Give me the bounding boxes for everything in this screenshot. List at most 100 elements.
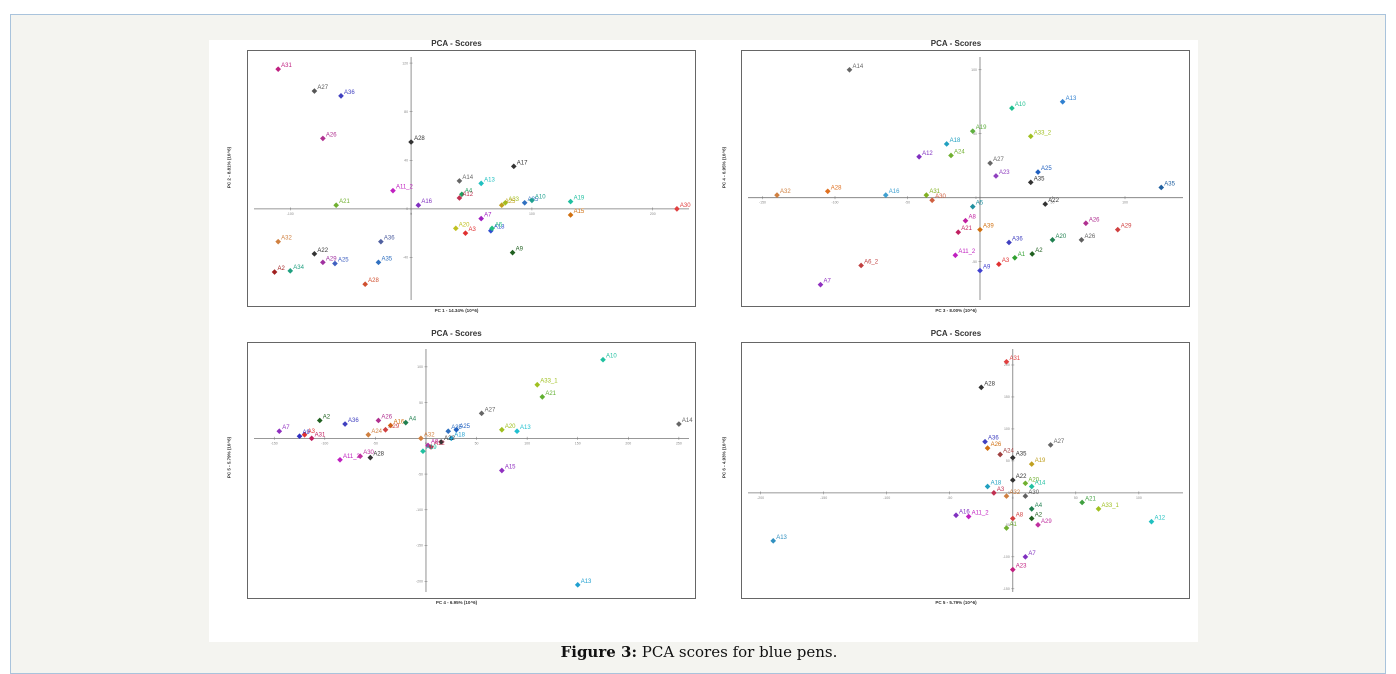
point-label: A14 <box>853 64 864 70</box>
data-point <box>1009 566 1016 573</box>
y-tick-label: -40 <box>403 256 408 260</box>
data-point <box>320 259 326 266</box>
point-label: A13 <box>520 425 531 431</box>
point-label: A7 <box>484 213 492 219</box>
data-point <box>271 269 278 275</box>
x-tick-label: 0 <box>1012 496 1014 500</box>
data-point <box>993 173 999 179</box>
panel-3-plot-area: -150 -100 -50 0 50 100 150 200 250 -200 -150 -100 -5… <box>247 342 696 599</box>
x-tick-label: 50 <box>1074 496 1078 500</box>
x-tick-label: 100 <box>524 441 530 445</box>
data-point <box>382 426 389 433</box>
data-point <box>1022 480 1029 487</box>
data-point <box>1083 220 1089 227</box>
point-label: A10 <box>1015 102 1026 108</box>
point-label: A32 <box>1009 490 1020 496</box>
point-label: A10 <box>535 194 546 200</box>
point-label: A35 <box>1164 181 1175 187</box>
point-label: A23 <box>999 170 1010 176</box>
data-point <box>567 198 574 205</box>
point-label: A26 <box>1089 217 1100 223</box>
data-point <box>408 139 414 145</box>
data-point <box>962 217 969 224</box>
panel-1-x-label: PC 1 - 14.34% (10^6) <box>434 308 479 313</box>
pca-figure: PCA - Scores -100 0 100 200 -40 0 40 80 120 A31 A2… <box>209 39 1198 642</box>
data-point <box>390 187 396 194</box>
data-point <box>462 230 469 237</box>
x-tick-label: -150 <box>820 496 827 500</box>
pca-panel-1: PCA - Scores -100 0 100 200 -40 0 40 80 120 A31 A2… <box>209 39 704 330</box>
point-label: A30 <box>1028 490 1039 496</box>
data-point <box>977 226 983 233</box>
point-label: A26 <box>381 414 392 420</box>
y-tick-label: 40 <box>404 158 408 162</box>
data-point <box>1059 98 1066 105</box>
point-label: A33_1 <box>1102 503 1120 509</box>
data-point <box>1009 477 1016 483</box>
data-point <box>1027 179 1034 186</box>
point-label: A7 <box>1028 551 1036 557</box>
point-label: A21 <box>961 226 972 232</box>
data-point <box>955 229 962 236</box>
data-point <box>1028 483 1035 490</box>
x-tick-label: 250 <box>676 441 682 445</box>
data-point <box>320 135 326 142</box>
panel-2-x-label: PC 3 - 8.00% (10^6) <box>935 308 977 313</box>
point-label: A30 <box>363 450 374 456</box>
x-tick-label: 100 <box>1122 201 1128 205</box>
point-label: A1 <box>1018 252 1026 258</box>
x-tick-label: -50 <box>373 441 378 445</box>
data-point <box>987 160 993 166</box>
data-point <box>952 252 959 259</box>
point-label: A23 <box>1016 564 1027 570</box>
y-tick-label: 50 <box>419 401 423 405</box>
x-tick-label: 200 <box>625 441 631 445</box>
point-label: A8 <box>431 439 439 445</box>
data-point <box>378 238 384 245</box>
point-label: A18 <box>454 432 465 438</box>
data-point <box>969 203 976 210</box>
point-label: A22 <box>1048 198 1059 204</box>
point-label: A16 <box>889 189 900 195</box>
x-tick-label: 0 <box>979 201 981 205</box>
point-label: A1 <box>1009 522 1017 528</box>
panel-4-plot-area: -200 -150 -100 -50 0 50 100 -150 -100 -50 0 50 100 15… <box>741 342 1190 599</box>
x-tick-label: -100 <box>831 201 838 205</box>
x-tick-label: -200 <box>757 496 764 500</box>
panel-4-x-label: PC 5 - 5.79% (10^6) <box>935 600 977 605</box>
point-label: A3 <box>308 429 316 435</box>
point-label: A6_2 <box>864 259 879 265</box>
point-label: A20 <box>459 222 470 228</box>
data-point <box>567 212 574 218</box>
point-label: A14 <box>1035 480 1046 486</box>
point-label: A22 <box>444 436 455 442</box>
panel-3-x-label: PC 4 - 6.95% (10^6) <box>435 600 478 605</box>
point-label: A24 <box>954 149 965 155</box>
data-point <box>311 88 318 94</box>
data-point <box>984 445 991 451</box>
x-tick-label: -100 <box>287 212 294 216</box>
y-tick-label: -50 <box>972 260 977 264</box>
y-tick-label: 50 <box>1006 459 1010 463</box>
panel-2-scatter: -150 -100 -50 0 50 100 -50 0 50 100 A14 A13 A10 A33_2… <box>748 57 1183 300</box>
data-point <box>514 428 520 435</box>
x-tick-label: 100 <box>529 212 535 216</box>
data-point <box>1028 515 1035 522</box>
y-tick-label: -100 <box>416 508 423 512</box>
point-label: A11_2 <box>958 249 976 255</box>
data-point <box>1114 226 1121 233</box>
data-point <box>448 435 455 442</box>
point-label: A26 <box>1085 234 1096 240</box>
panel-3-scatter: -150 -100 -50 0 50 100 150 200 250 -200 -150 -100 -5… <box>254 349 693 592</box>
y-tick-label: 100 <box>1004 427 1010 431</box>
point-label: A12 <box>434 441 445 447</box>
data-point <box>420 448 426 455</box>
data-point <box>478 410 485 417</box>
point-label: A20 <box>505 424 516 430</box>
point-label: A11_2 <box>396 185 414 191</box>
data-point <box>574 582 581 588</box>
panel-4-title: PCA - Scores <box>930 329 982 338</box>
point-label: A14 <box>462 175 473 181</box>
data-point <box>499 426 505 433</box>
point-label: A3 <box>1002 258 1010 264</box>
